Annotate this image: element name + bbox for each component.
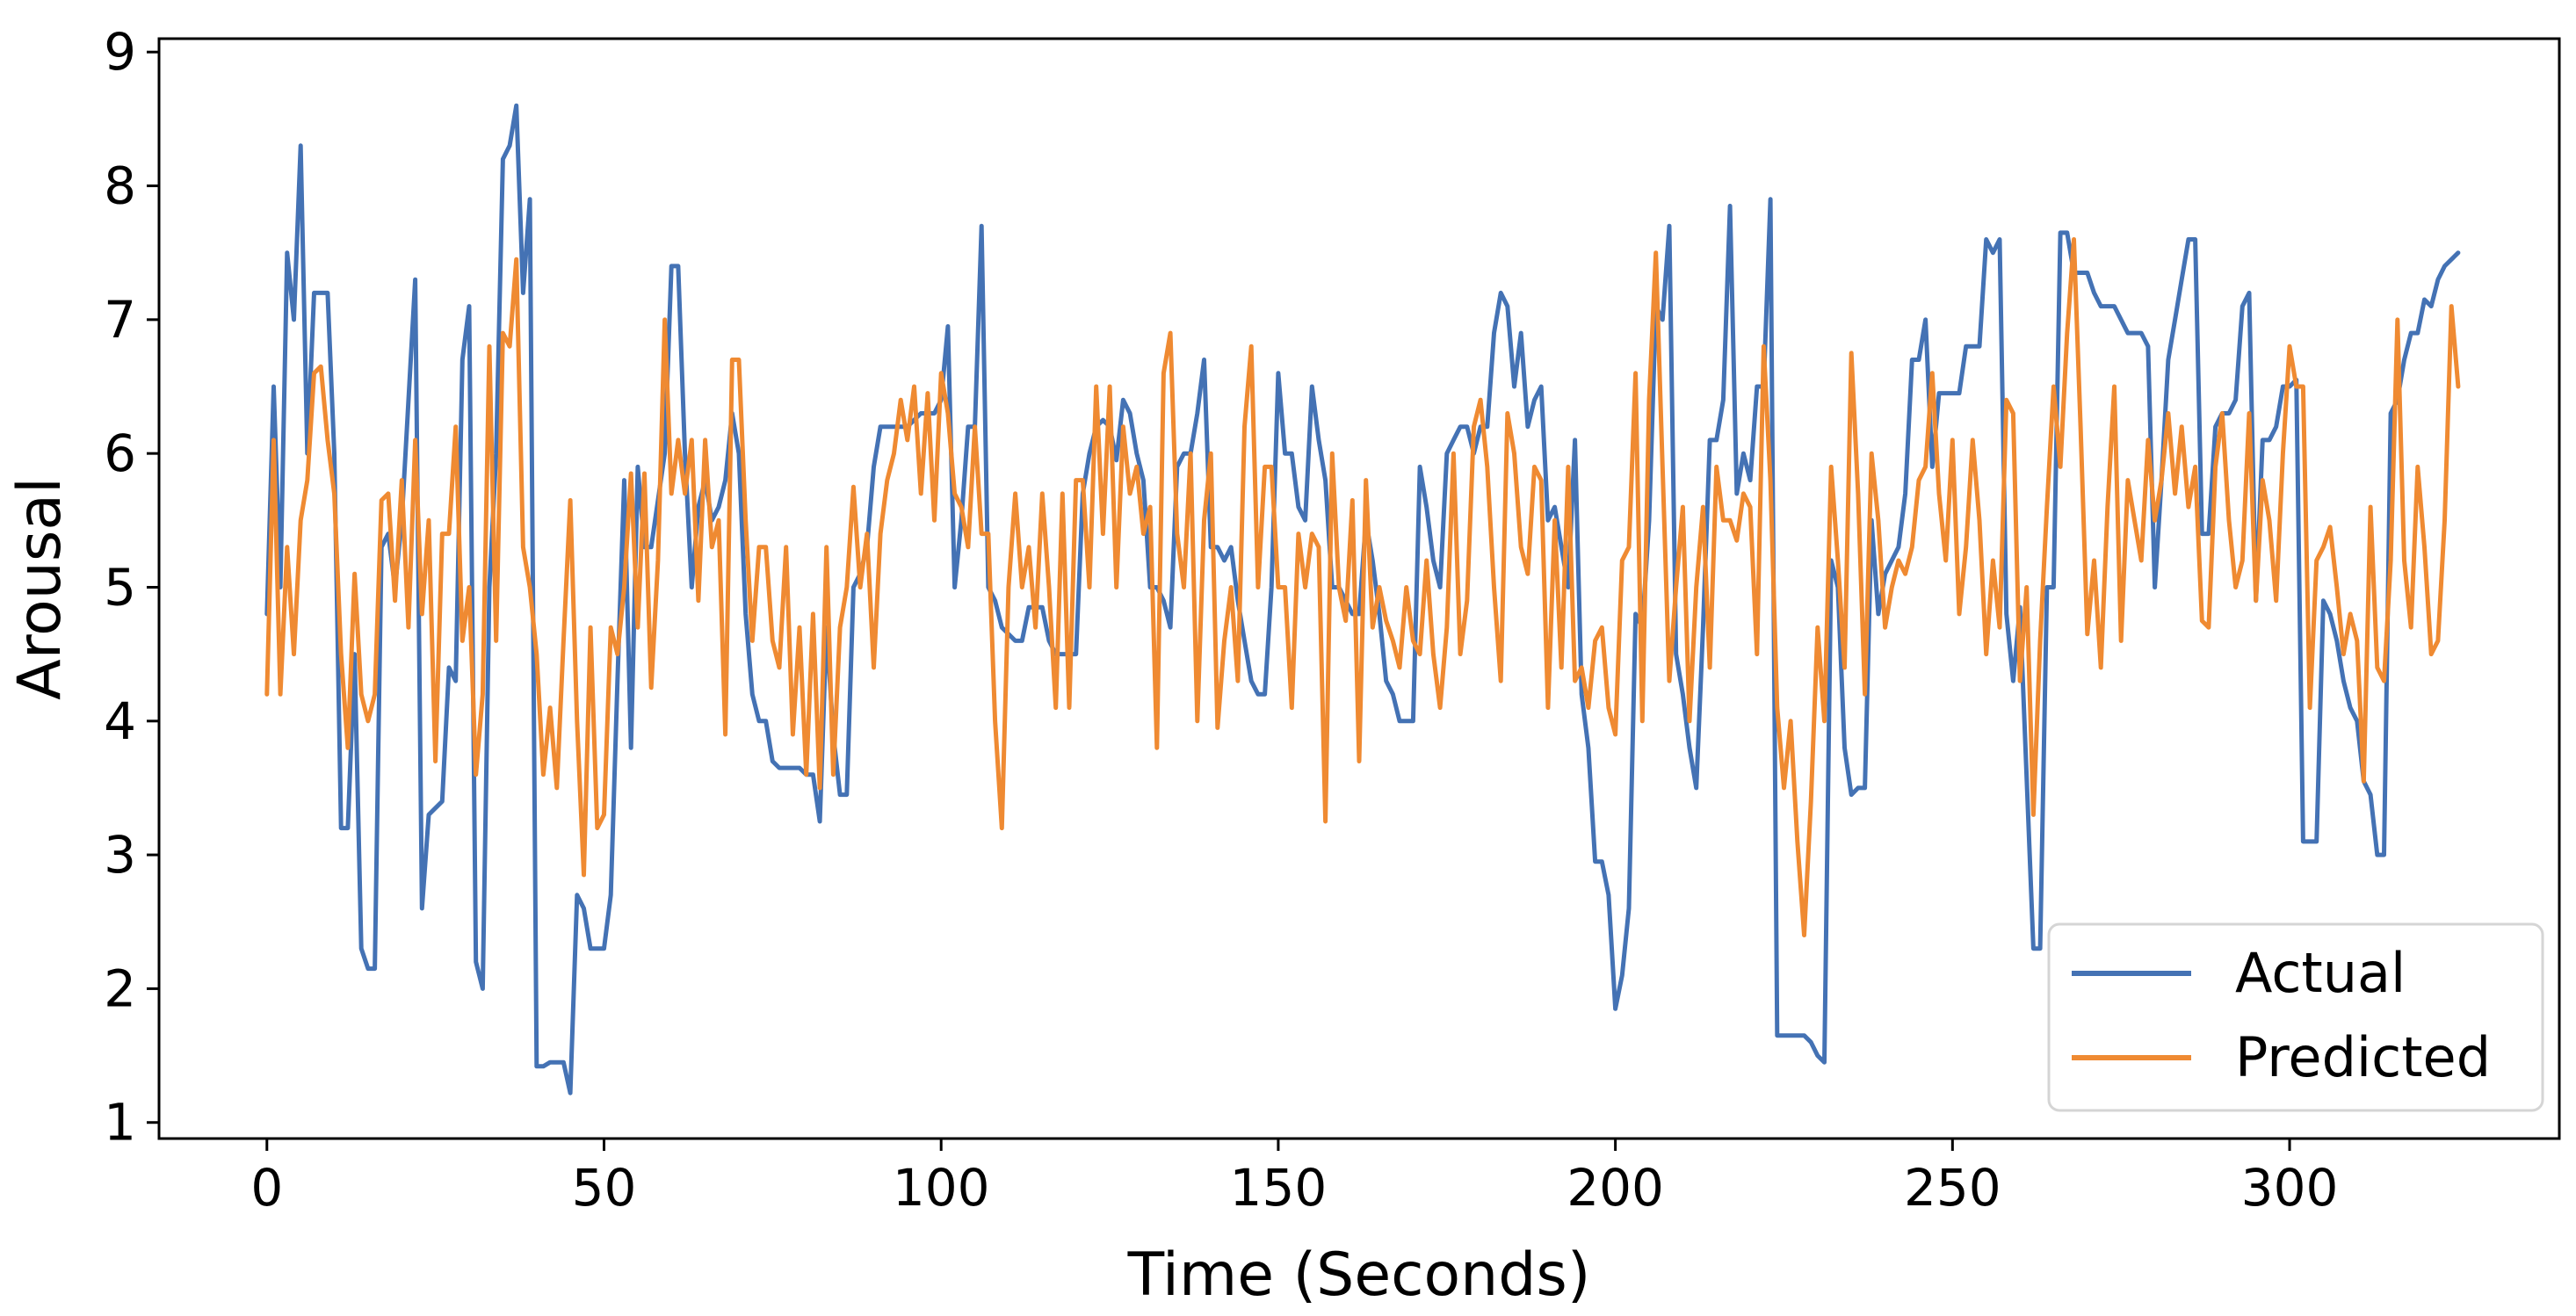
series-line-predicted: [264, 237, 2461, 937]
legend-label-actual: Actual: [2235, 941, 2406, 1005]
x-axis-label: Time (Seconds): [1127, 1240, 1591, 1310]
y-tick-label: 1: [104, 1093, 136, 1153]
x-tick-label: 0: [250, 1158, 283, 1218]
y-tick-label: 8: [104, 156, 136, 216]
legend: Actual Predicted: [2047, 922, 2544, 1112]
y-tick-label: 9: [104, 22, 136, 82]
y-tick-label: 2: [104, 958, 136, 1018]
x-tick-label: 150: [1230, 1158, 1328, 1218]
y-tick-label: 4: [104, 691, 136, 751]
y-axis: 1 2 3 4 5 6 7 8 9: [104, 22, 159, 1153]
y-tick-label: 7: [104, 290, 136, 350]
series-lines: [264, 103, 2461, 1095]
y-tick-label: 6: [104, 423, 136, 483]
x-tick-label: 100: [893, 1158, 990, 1218]
x-axis: 0 50 100 150 200 250 300: [250, 1139, 2338, 1218]
y-tick-label: 5: [104, 557, 136, 617]
x-tick-label: 250: [1904, 1158, 2001, 1218]
y-axis-label: Arousal: [5, 477, 75, 700]
y-tick-label: 3: [104, 825, 136, 885]
legend-label-predicted: Predicted: [2235, 1025, 2491, 1089]
series-line-actual: [264, 103, 2461, 1095]
x-tick-label: 50: [572, 1158, 637, 1218]
plot-frame: [157, 37, 2561, 1140]
x-tick-label: 300: [2241, 1158, 2339, 1218]
x-tick-label: 200: [1567, 1158, 1664, 1218]
